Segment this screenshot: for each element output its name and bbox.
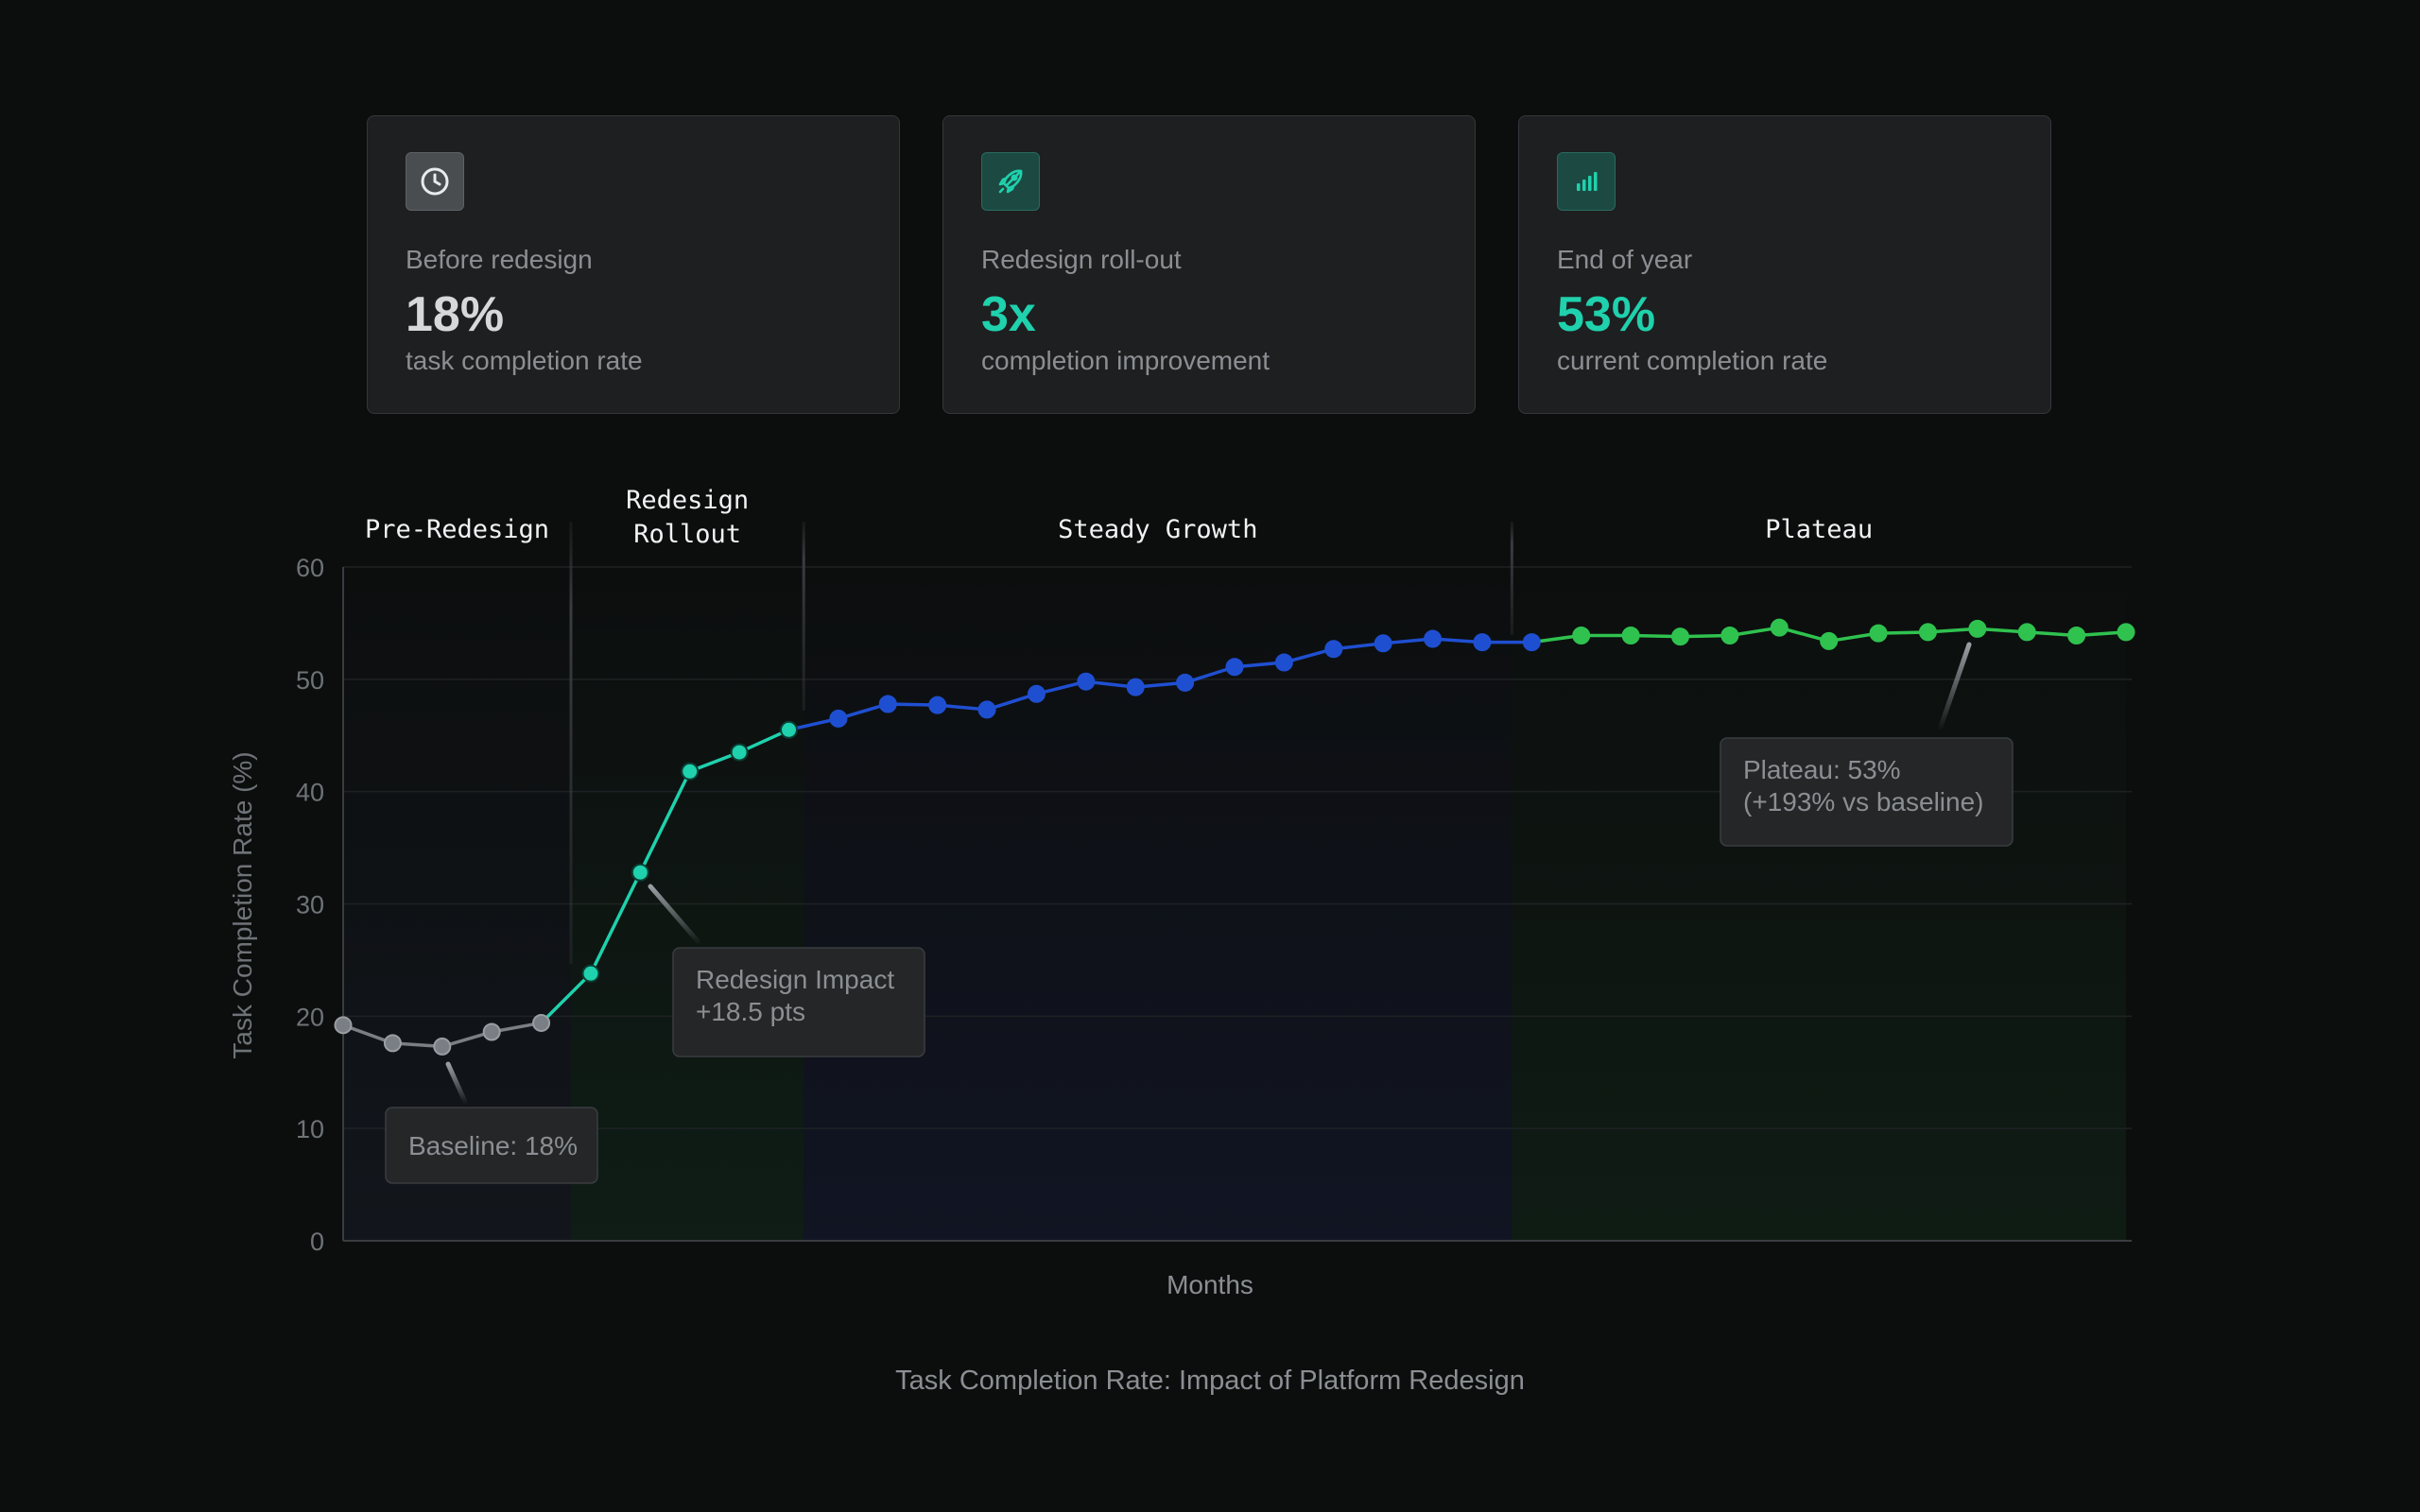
- y-tick-label: 20: [296, 1003, 324, 1031]
- phase-divider: [802, 522, 805, 711]
- annotation-box: [385, 1107, 598, 1184]
- phase-label: Steady Growth: [1058, 515, 1257, 544]
- annotation-text: Plateau: 53%: [1743, 755, 1901, 784]
- data-point: [433, 1037, 452, 1056]
- card-label: Redesign roll-out: [981, 245, 1182, 274]
- phase-label: Pre-Redesign: [365, 515, 549, 544]
- y-tick-label: 40: [296, 779, 324, 807]
- series-line-steady-growth: [788, 637, 1532, 732]
- data-point: [1918, 623, 1937, 642]
- data-point: [780, 720, 798, 739]
- chart-title: Task Completion Rate: Impact of Platform…: [895, 1366, 1525, 1396]
- data-point: [1027, 684, 1046, 703]
- data-point: [1126, 678, 1145, 696]
- data-point: [1077, 672, 1096, 691]
- data-point: [383, 1034, 402, 1053]
- data-point: [1324, 640, 1343, 659]
- data-point: [482, 1022, 501, 1041]
- annotation-text: (+193% vs baseline): [1743, 787, 1983, 816]
- data-point: [2017, 623, 2036, 642]
- x-axis-label: Months: [1167, 1270, 1253, 1299]
- y-axis-label: Task Completion Rate (%): [228, 751, 257, 1058]
- data-point: [1374, 634, 1392, 653]
- y-tick-label: 10: [296, 1115, 324, 1143]
- data-point: [878, 695, 897, 713]
- data-point: [1424, 629, 1443, 648]
- data-point: [1473, 633, 1492, 652]
- data-point: [1176, 673, 1195, 692]
- annotation-box: [672, 947, 925, 1057]
- annotation-text: +18.5 pts: [696, 997, 805, 1026]
- signal-bars-icon: [1557, 152, 1616, 211]
- data-point: [631, 863, 649, 882]
- data-point: [1820, 631, 1839, 650]
- annotation-box: [1720, 737, 2014, 847]
- data-point: [829, 709, 848, 728]
- annotation-text: Baseline: 18%: [408, 1131, 578, 1160]
- data-point: [1671, 627, 1689, 646]
- data-point: [1770, 618, 1789, 637]
- stat-card-rollout: Redesign roll-out 3x completion improvem…: [942, 115, 1476, 414]
- phase-label: Plateau: [1765, 515, 1873, 544]
- card-subtext: current completion rate: [1557, 346, 1828, 375]
- annotation-leader: [445, 1061, 468, 1105]
- rocket-icon: [981, 152, 1040, 211]
- data-point: [1522, 633, 1541, 652]
- card-value: 53%: [1557, 287, 1656, 342]
- card-subtext: task completion rate: [406, 346, 643, 375]
- data-point: [1572, 626, 1591, 644]
- stat-card-before: Before redesign 18% task completion rate: [367, 115, 900, 414]
- data-point: [1869, 624, 1888, 643]
- phase-divider: [569, 522, 573, 964]
- card-label: Before redesign: [406, 245, 593, 274]
- data-point: [977, 700, 996, 719]
- data-point: [581, 964, 600, 983]
- data-point: [1720, 626, 1739, 644]
- series-line-redesign-rollout: [540, 728, 790, 1024]
- data-point: [532, 1013, 551, 1032]
- data-point: [334, 1016, 353, 1035]
- card-value: 18%: [406, 287, 505, 342]
- y-tick-label: 0: [310, 1228, 324, 1256]
- annotation-leader: [648, 884, 700, 944]
- phase-label: Rollout: [633, 520, 741, 549]
- annotation-text: Redesign Impact: [696, 965, 894, 994]
- y-tick-label: 30: [296, 891, 324, 919]
- annotation-leader: [1938, 642, 1972, 730]
- data-point: [928, 696, 947, 714]
- phase-divider: [1510, 522, 1513, 635]
- data-point: [681, 762, 700, 781]
- y-tick-label: 50: [296, 666, 324, 695]
- data-point: [1968, 619, 1987, 638]
- card-label: End of year: [1557, 245, 1693, 274]
- data-point: [1225, 658, 1244, 677]
- card-subtext: completion improvement: [981, 346, 1270, 375]
- data-point: [1274, 653, 1293, 672]
- data-point: [730, 743, 749, 762]
- stat-card-end-of-year: End of year 53% current completion rate: [1518, 115, 2051, 414]
- y-tick-label: 60: [296, 554, 324, 582]
- data-point: [1621, 626, 1640, 644]
- phase-label: Redesign: [626, 486, 749, 515]
- card-value: 3x: [981, 287, 1036, 342]
- clock-icon: [406, 152, 464, 211]
- data-point: [2117, 623, 2135, 642]
- data-point: [2067, 626, 2086, 644]
